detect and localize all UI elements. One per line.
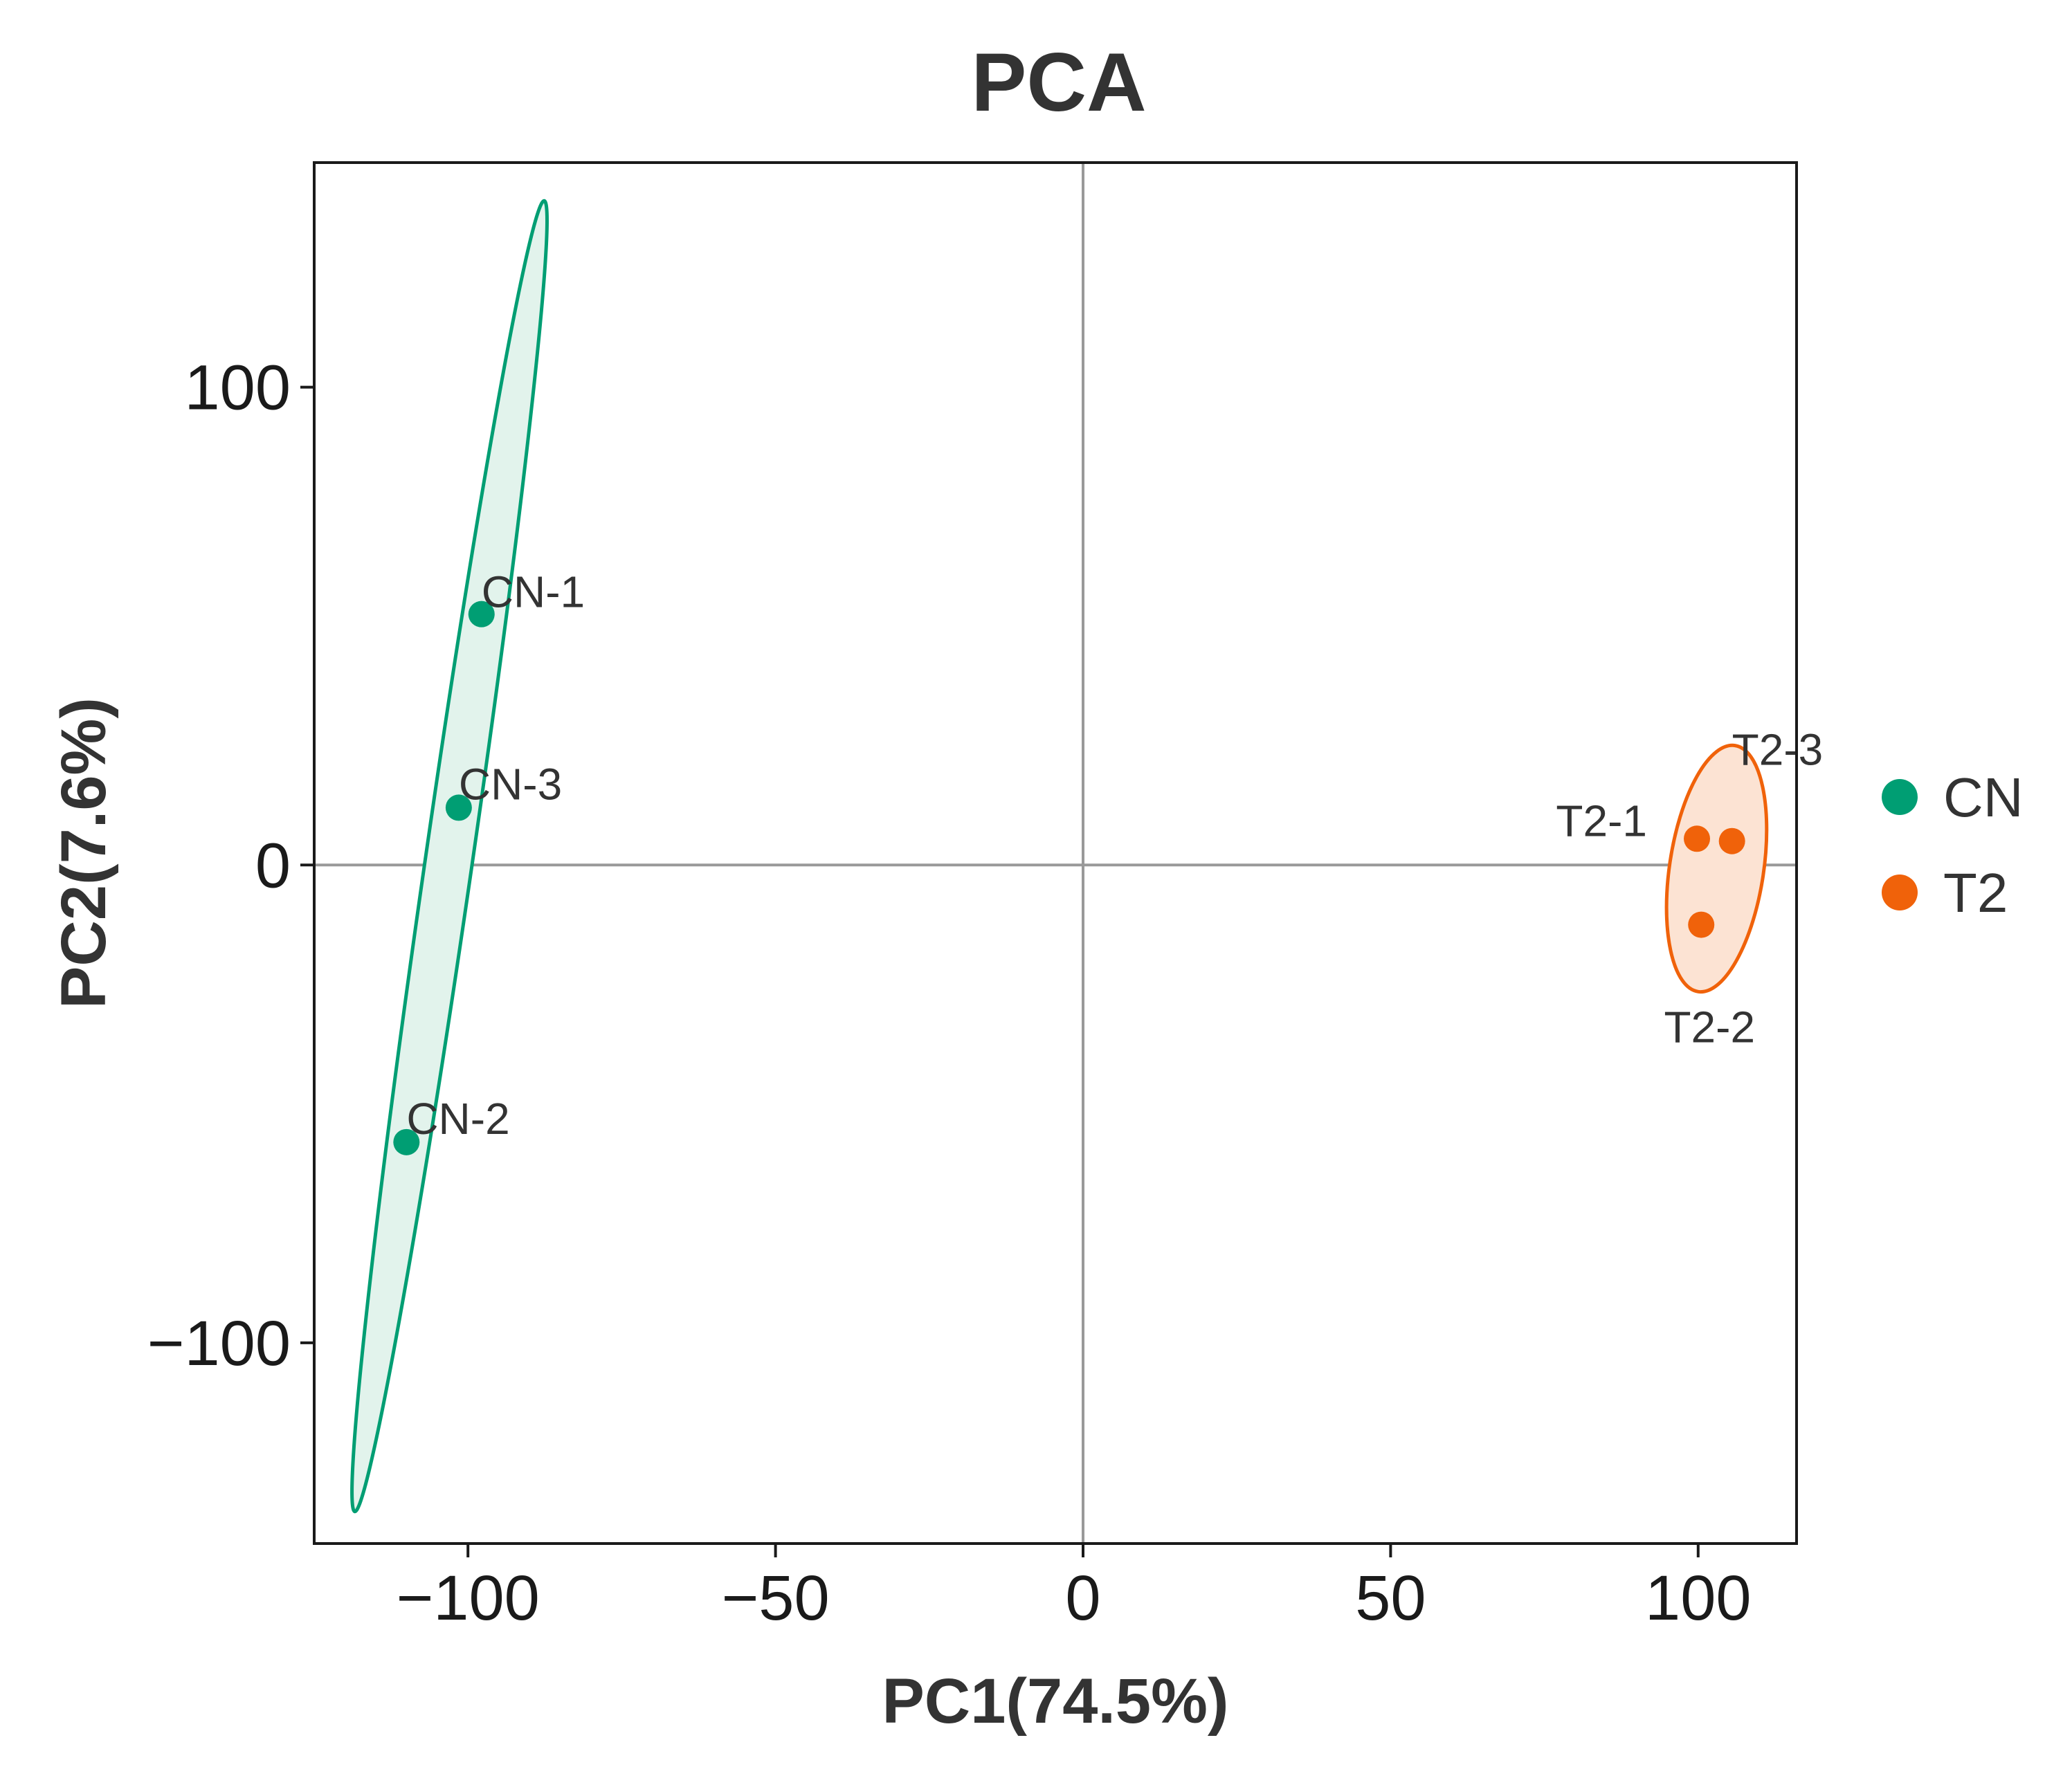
legend-label-t2: T2 xyxy=(1943,862,2008,924)
x-tick-label: 100 xyxy=(1645,1563,1752,1633)
legend: CN T2 xyxy=(1882,767,2024,924)
point-label-cn-1: CN-1 xyxy=(482,567,585,617)
point-label-cn-3: CN-3 xyxy=(459,759,562,809)
point-cn-2 xyxy=(393,1128,420,1155)
chart-title: PCA xyxy=(971,36,1146,129)
point-t2-2 xyxy=(1688,911,1715,938)
x-tick-label: −100 xyxy=(397,1563,540,1633)
point-label-t2-3: T2-3 xyxy=(1732,725,1824,775)
point-label-t2-2: T2-2 xyxy=(1664,1002,1755,1052)
x-tick-label: −50 xyxy=(722,1563,830,1633)
y-tick-label: 100 xyxy=(185,353,291,423)
x-axis-title: PC1(74.5%) xyxy=(882,1666,1228,1737)
y-tick-label: 0 xyxy=(255,830,291,901)
point-label-t2-1: T2-1 xyxy=(1556,796,1647,845)
point-t2-3 xyxy=(1718,827,1745,854)
point-cn-3 xyxy=(445,794,472,821)
x-tick-label: 0 xyxy=(1065,1563,1100,1633)
ellipse-cn xyxy=(350,199,549,1514)
ellipse-t2 xyxy=(1664,743,1769,994)
y-axis-title: PC2(7.6%) xyxy=(48,697,119,1009)
legend-marker-t2 xyxy=(1882,875,1918,910)
y-tick-label: −100 xyxy=(147,1308,291,1379)
legend-marker-cn xyxy=(1882,779,1918,815)
legend-label-cn: CN xyxy=(1943,767,2024,828)
x-tick-label: 50 xyxy=(1355,1563,1426,1633)
point-label-cn-2: CN-2 xyxy=(406,1094,509,1144)
point-t2-1 xyxy=(1684,825,1711,852)
point-cn-1 xyxy=(468,601,495,628)
plot-frame xyxy=(313,161,1798,1545)
